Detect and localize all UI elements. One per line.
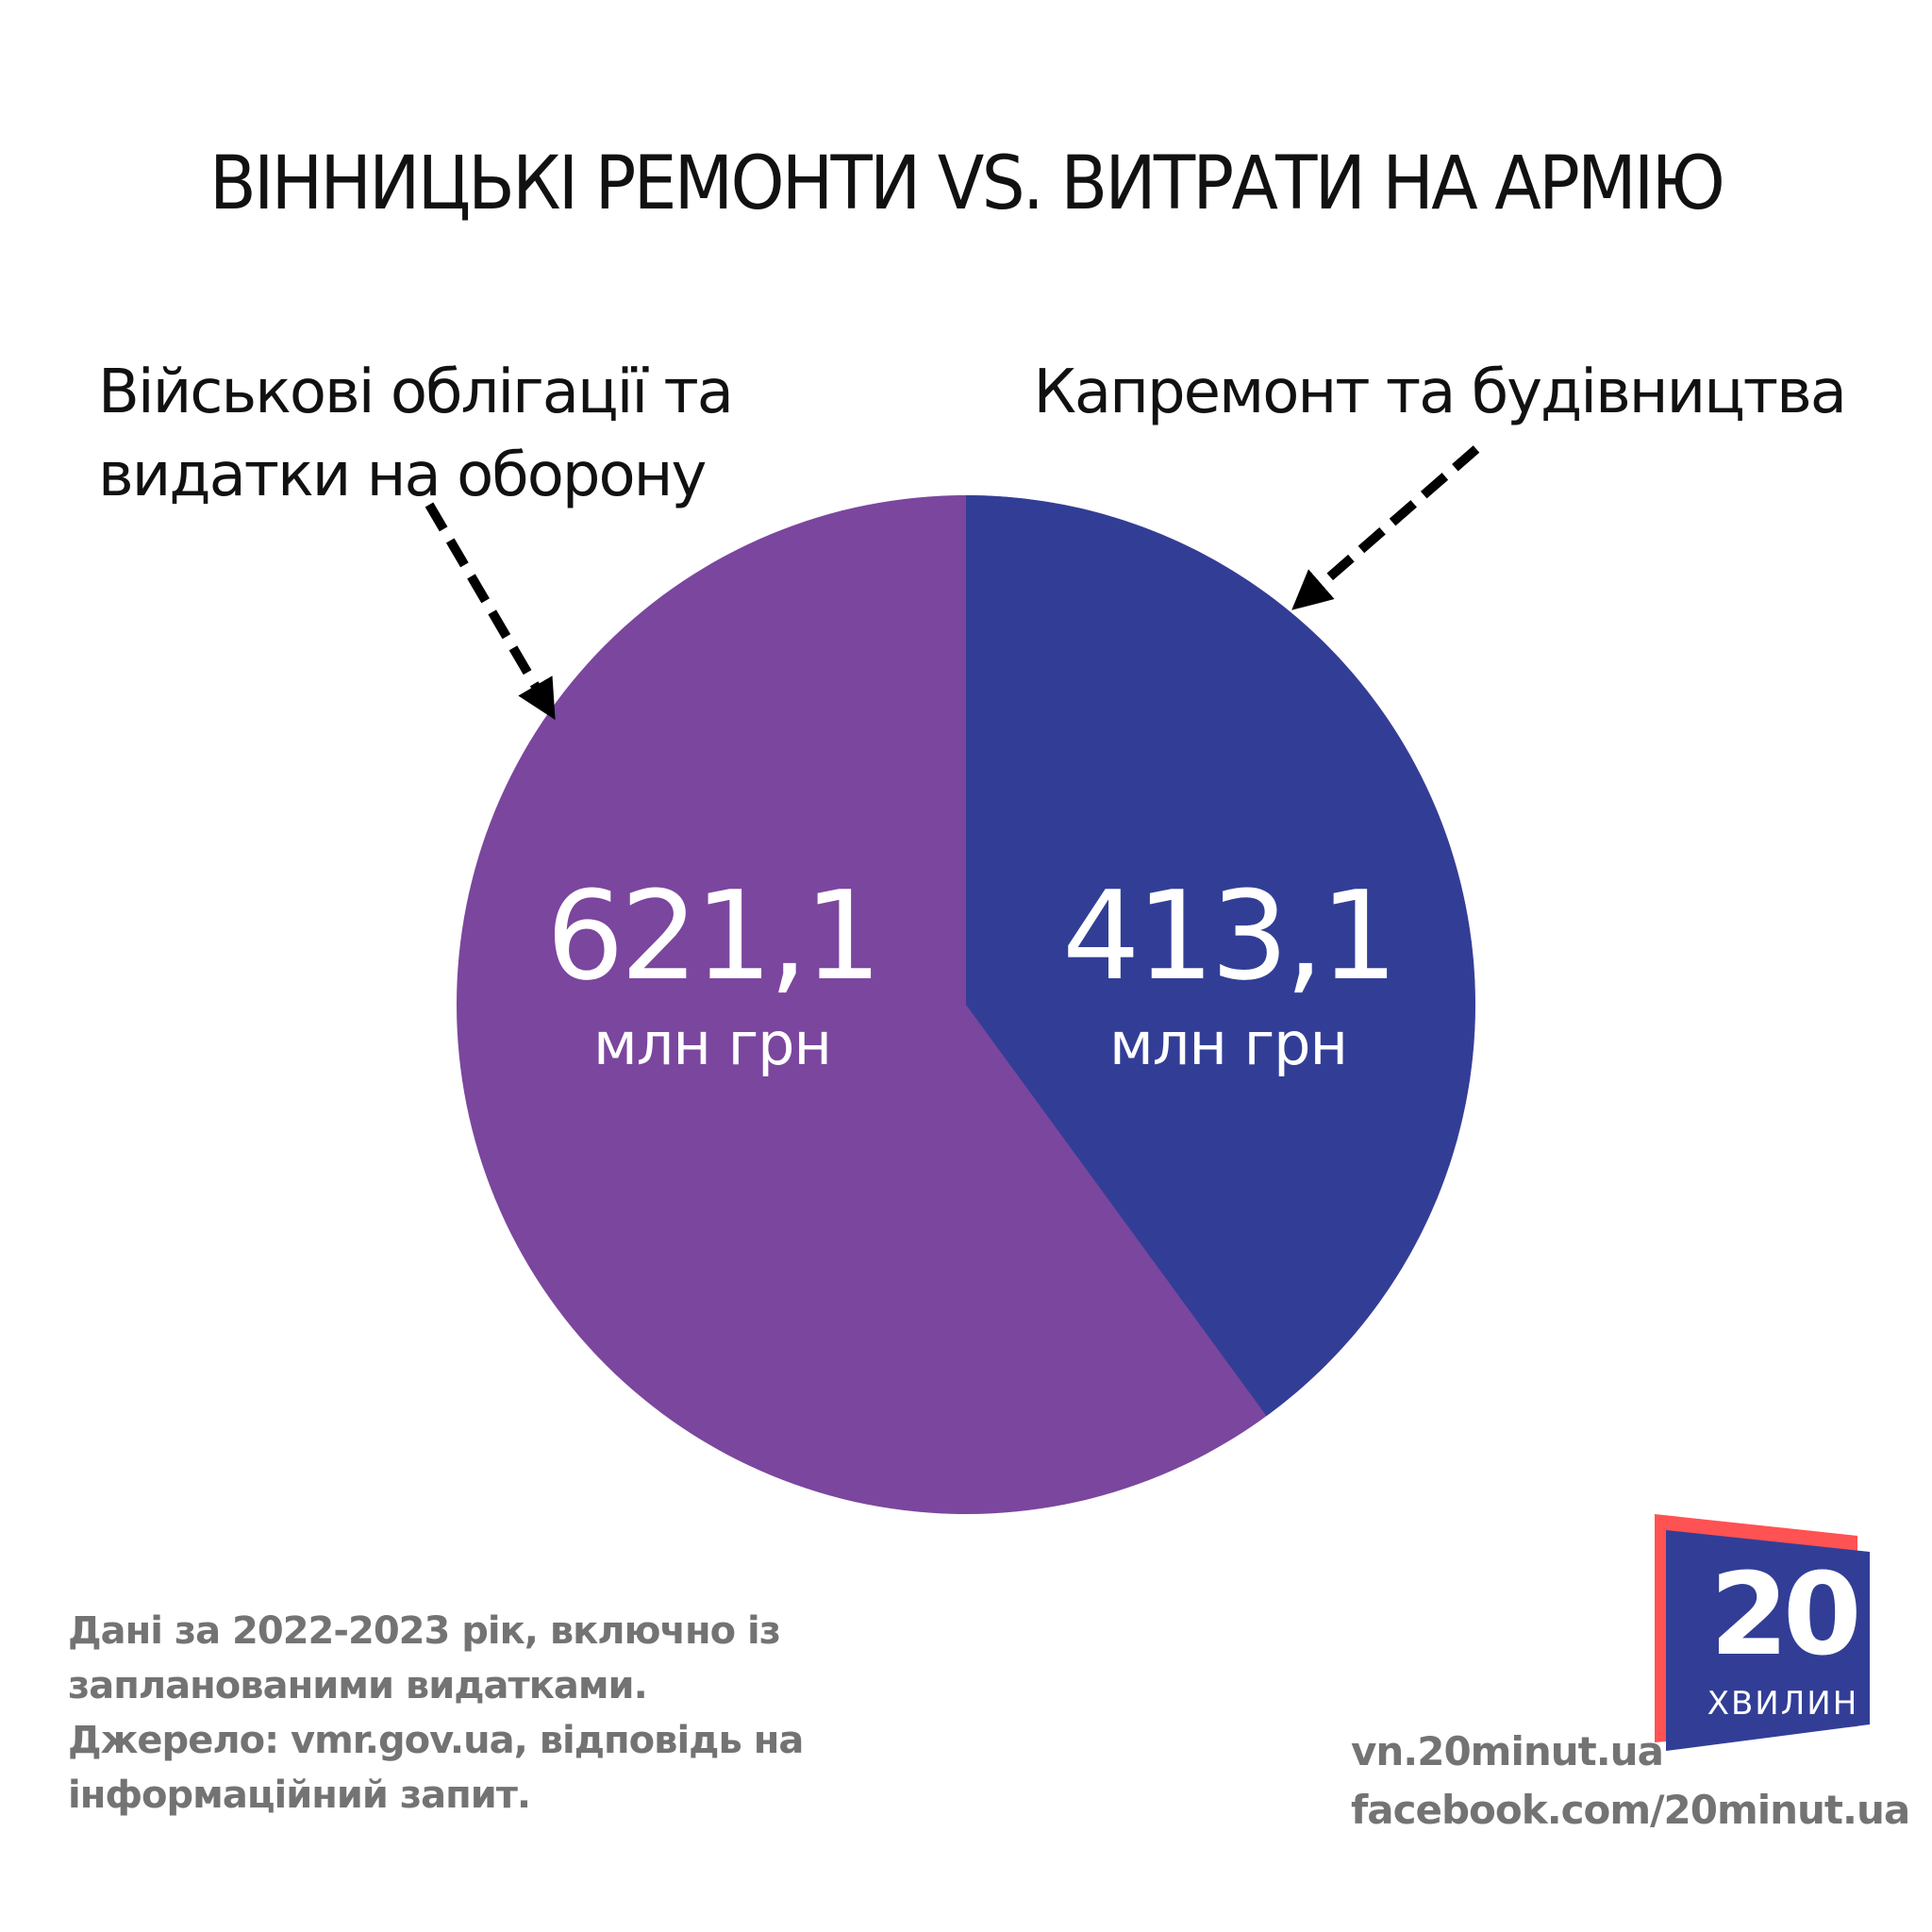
pie-slice-repairs xyxy=(966,495,1475,1416)
label-army-line2: видатки на оборону xyxy=(98,441,707,510)
value-repairs-unit: млн грн xyxy=(1108,1009,1348,1078)
value-repairs: 413,1 млн грн xyxy=(1030,870,1426,1077)
link-site[interactable]: vn.20minut.ua xyxy=(1351,1728,1664,1774)
chart-title: ВІННИЦЬКІ РЕМОНТИ VS. ВИТРАТИ НА АРМІЮ xyxy=(209,142,1725,226)
footnote-line4: інформаційний запит. xyxy=(68,1774,531,1817)
value-army: 621,1 млн грн xyxy=(514,870,910,1077)
value-repairs-number: 413,1 xyxy=(1061,864,1398,1008)
source-links: vn.20minut.ua facebook.com/20minut.ua xyxy=(1351,1723,1910,1840)
footnote-line1: Дані за 2022-2023 рік, включно із xyxy=(68,1609,781,1653)
logo-number: 20 xyxy=(1709,1550,1862,1681)
arrow-army-icon xyxy=(425,502,556,721)
footnote: Дані за 2022-2023 рік, включно із заплан… xyxy=(68,1604,804,1823)
link-facebook[interactable]: facebook.com/20minut.ua xyxy=(1351,1787,1910,1833)
arrow-repairs-icon xyxy=(1291,445,1480,610)
footnote-line2: запланованими видатками. xyxy=(68,1664,648,1707)
value-army-number: 621,1 xyxy=(545,864,882,1008)
footnote-line3: Джерело: vmr.gov.ua, відповідь на xyxy=(68,1719,804,1762)
label-army: Військові облігації та видатки на оборон… xyxy=(98,351,734,517)
value-army-unit: млн грн xyxy=(592,1009,832,1078)
label-repairs: Капремонт та будівництва xyxy=(1033,358,1847,427)
logo-word: ХВИЛИН xyxy=(1707,1685,1859,1723)
label-army-line1: Військові облігації та xyxy=(98,358,734,427)
logo-20-khvylyn-icon xyxy=(1655,1514,1870,1751)
